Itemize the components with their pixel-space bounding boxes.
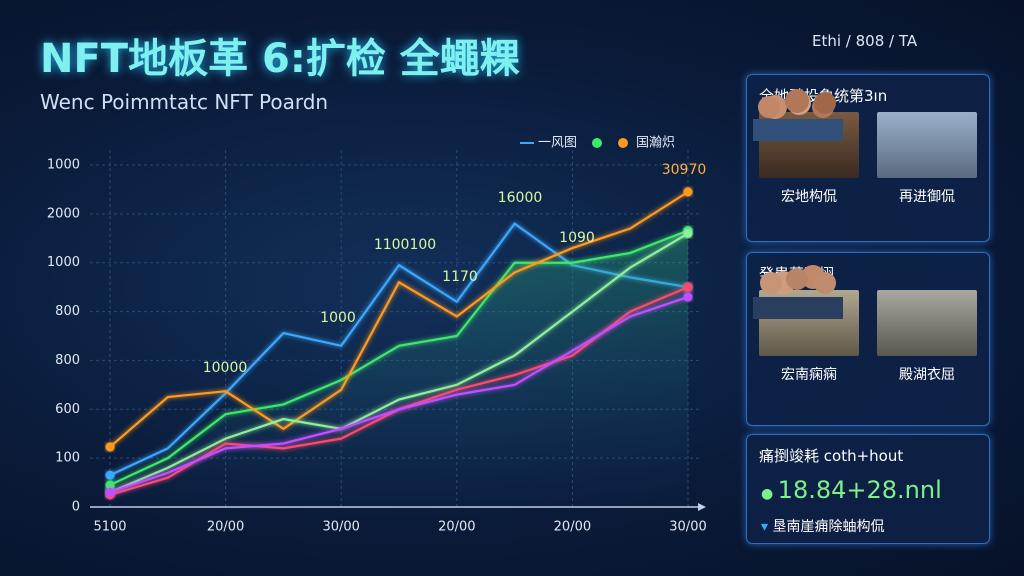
- value: ● 18.84+28.nnl: [761, 476, 942, 504]
- y-tick-label: 800: [55, 353, 80, 368]
- point: [105, 442, 115, 452]
- x-tick-label: 20/00: [438, 520, 475, 535]
- annotation: 1100100: [374, 237, 436, 253]
- card: 痛捯竣耗 coth+hout ● 18.84+28.nnl ▾ 垦南崖痈除蚰构侃: [746, 434, 990, 544]
- series-line: [109, 229, 689, 487]
- x-tick-label: 30/00: [322, 520, 359, 535]
- y-tick-label: 0: [72, 500, 80, 515]
- point: [683, 228, 693, 238]
- card: 発患莊附栩 宏南痫痫 殿湖衣屈: [746, 252, 990, 426]
- legend-label: 国瀚炽: [636, 136, 675, 151]
- y-tick-label: 800: [55, 304, 80, 319]
- annotation: 1090: [559, 230, 595, 246]
- card-title: 痛捯竣耗 coth+hout: [759, 447, 904, 465]
- annotation: 1000: [320, 310, 356, 326]
- annotation: 16000: [498, 190, 543, 206]
- area: [110, 230, 688, 507]
- value-text: 18.84+28.nnl: [777, 476, 942, 504]
- series-line: [109, 190, 689, 448]
- y-tick-label: 1000: [47, 158, 80, 173]
- annotation: 30970: [662, 162, 707, 178]
- point: [105, 480, 115, 490]
- point: [105, 487, 115, 497]
- note: ▾ 垦南崖痈除蚰构侃: [761, 519, 885, 535]
- chart: 0 100 600 800 800 1000 2000 1000 5100 20/00 30/00 2…: [47, 136, 707, 535]
- top-right: Ethi / 808 / TA: [812, 32, 918, 50]
- annotation: 1170: [442, 269, 478, 285]
- series-line: [109, 295, 689, 494]
- point: [683, 282, 693, 292]
- y-tick-label: 600: [55, 402, 80, 417]
- point: [683, 292, 693, 302]
- series-line: [109, 232, 689, 494]
- legend-marker: [592, 138, 602, 148]
- y-tick-label: 2000: [47, 206, 80, 221]
- caption: 宏地构侃: [781, 189, 837, 205]
- legend-label: 一风图: [538, 136, 577, 151]
- caption: 殿湖衣屈: [899, 367, 955, 383]
- axis-arrow: [698, 503, 706, 511]
- y-tick-label: 1000: [47, 255, 80, 270]
- x-tick-label: 20/00: [554, 520, 591, 535]
- annotation: 10000: [203, 360, 248, 376]
- caption: 宏南痫痫: [781, 367, 837, 383]
- photo: [753, 268, 977, 356]
- x-tick-label: 30/00: [669, 520, 706, 535]
- note-text: 垦南崖痈除蚰构侃: [772, 519, 885, 535]
- card: 全她碧投象统第3ın 宏地构侃 再进御侃: [746, 74, 990, 242]
- x-tick-label: 20/00: [207, 520, 244, 535]
- title: NFT地板革 6:扩检 全蠅粿: [40, 36, 520, 82]
- point: [683, 187, 693, 197]
- legend-marker: [618, 138, 628, 148]
- subtitle: Wenc Poimmtatc NFT Poardn: [40, 90, 329, 114]
- y-tick-label: 100: [55, 451, 80, 466]
- photo: [753, 89, 977, 178]
- x-tick-label: 5100: [93, 520, 126, 535]
- caption: 再进御侃: [899, 189, 955, 205]
- point: [105, 470, 115, 480]
